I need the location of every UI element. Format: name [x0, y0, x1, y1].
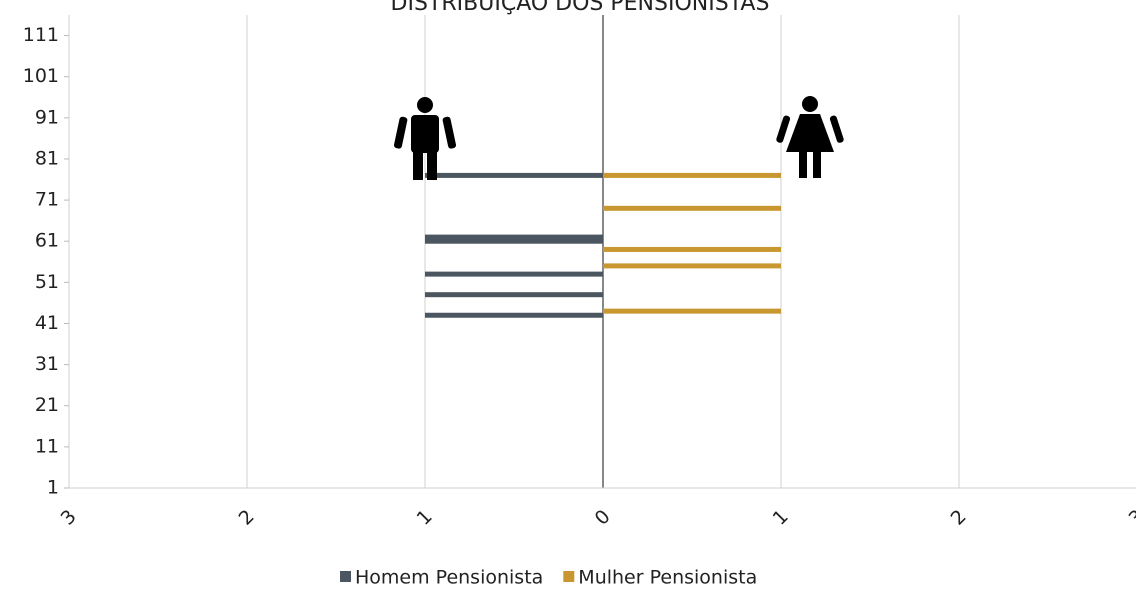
y-tick-label: 81 — [35, 147, 59, 169]
y-tick-label: 51 — [35, 271, 59, 293]
x-tick-label: 3 — [57, 506, 81, 530]
legend-marker — [340, 571, 351, 582]
male-icon — [393, 97, 457, 180]
bar — [425, 238, 603, 244]
bar — [425, 234, 603, 240]
bar — [425, 292, 603, 298]
x-tick-label: 2 — [235, 506, 259, 530]
bar — [425, 271, 603, 277]
y-tick-label: 91 — [35, 106, 59, 128]
bar — [425, 172, 603, 178]
bar — [425, 312, 603, 318]
y-tick-label: 41 — [35, 312, 59, 334]
legend-marker — [563, 571, 575, 582]
x-tick-label: 3 — [1125, 506, 1136, 530]
y-tick-label: 61 — [35, 230, 59, 252]
y-tick-label: 71 — [35, 189, 59, 211]
y-tick-label: 21 — [35, 394, 59, 416]
x-tick-label: 1 — [769, 506, 793, 530]
y-tick-label: 1 — [47, 477, 59, 499]
x-tick-label: 2 — [947, 506, 971, 530]
x-tick-label: 0 — [591, 506, 615, 530]
y-tick-label: 101 — [23, 65, 59, 87]
bar — [603, 172, 781, 178]
y-tick-label: 31 — [35, 353, 59, 375]
y-tick-label: 11 — [35, 435, 59, 457]
chart-title: DISTRIBUIÇÃO DOS PENSIONISTAS — [391, 0, 770, 16]
y-tick-label: 111 — [23, 24, 59, 46]
female-icon — [776, 96, 844, 178]
bar — [603, 308, 781, 314]
legend-label: Homem Pensionista — [355, 567, 543, 589]
bar — [603, 263, 781, 269]
bar — [603, 205, 781, 211]
legend-label: Mulher Pensionista — [578, 567, 757, 589]
x-tick-label: 1 — [413, 506, 437, 530]
bar — [603, 246, 781, 252]
